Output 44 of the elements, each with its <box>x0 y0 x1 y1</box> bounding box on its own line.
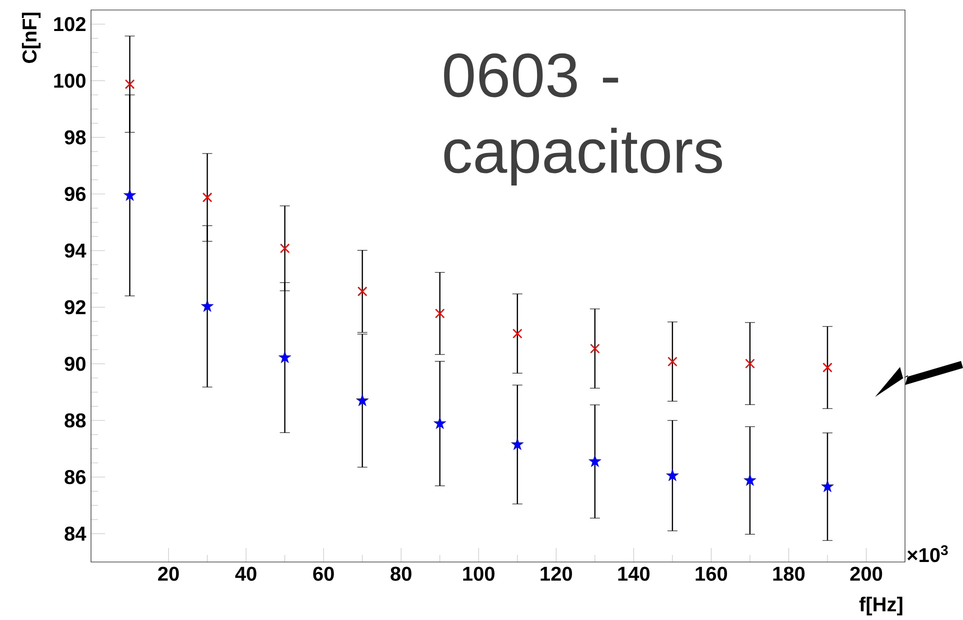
x-tick-label: 60 <box>313 566 334 581</box>
point <box>588 454 602 468</box>
y-tick-label: 98 <box>64 130 86 144</box>
point <box>280 243 290 254</box>
point <box>200 299 214 312</box>
point <box>202 192 212 202</box>
point <box>590 344 600 354</box>
point <box>743 474 757 486</box>
y-tick-label: 96 <box>64 186 86 202</box>
point <box>820 480 834 492</box>
y-tick-label: 88 <box>64 413 86 428</box>
y-tick-label: 90 <box>64 356 86 371</box>
x-tick-label: 20 <box>158 566 179 581</box>
x-axis-title: f[Hz] <box>859 596 902 616</box>
x-tick-label: 180 <box>773 566 805 581</box>
x-tick-label: 120 <box>540 566 572 581</box>
y-tick-label: 100 <box>54 74 86 88</box>
point <box>822 362 832 372</box>
point <box>433 416 446 430</box>
y-tick-label: 86 <box>64 470 86 484</box>
x-tick-label: 100 <box>463 566 494 581</box>
y-tick-label: 94 <box>64 244 86 258</box>
y-tick-label: 84 <box>64 526 86 541</box>
x-tick-label: 80 <box>390 566 412 581</box>
point <box>512 328 522 338</box>
point <box>123 188 136 201</box>
point <box>668 356 678 366</box>
x-tick-label: 200 <box>850 566 882 581</box>
point <box>745 358 755 368</box>
point <box>666 468 679 482</box>
x-tick-label: 140 <box>618 566 650 581</box>
y-axis-title: C[nF] <box>22 12 41 63</box>
point <box>434 308 445 318</box>
point <box>278 350 292 364</box>
point <box>357 286 368 296</box>
point <box>124 79 135 90</box>
text: ×10$^{3}$ <box>907 545 948 562</box>
x-tick-label: 40 <box>235 566 256 581</box>
annotation: 0603 - capacitors <box>444 53 722 186</box>
point <box>356 394 369 406</box>
y-tick-label: 92 <box>64 300 86 314</box>
y-tick-label: 102 <box>54 17 86 32</box>
point <box>510 438 524 450</box>
x-tick-label: 160 <box>696 566 728 581</box>
